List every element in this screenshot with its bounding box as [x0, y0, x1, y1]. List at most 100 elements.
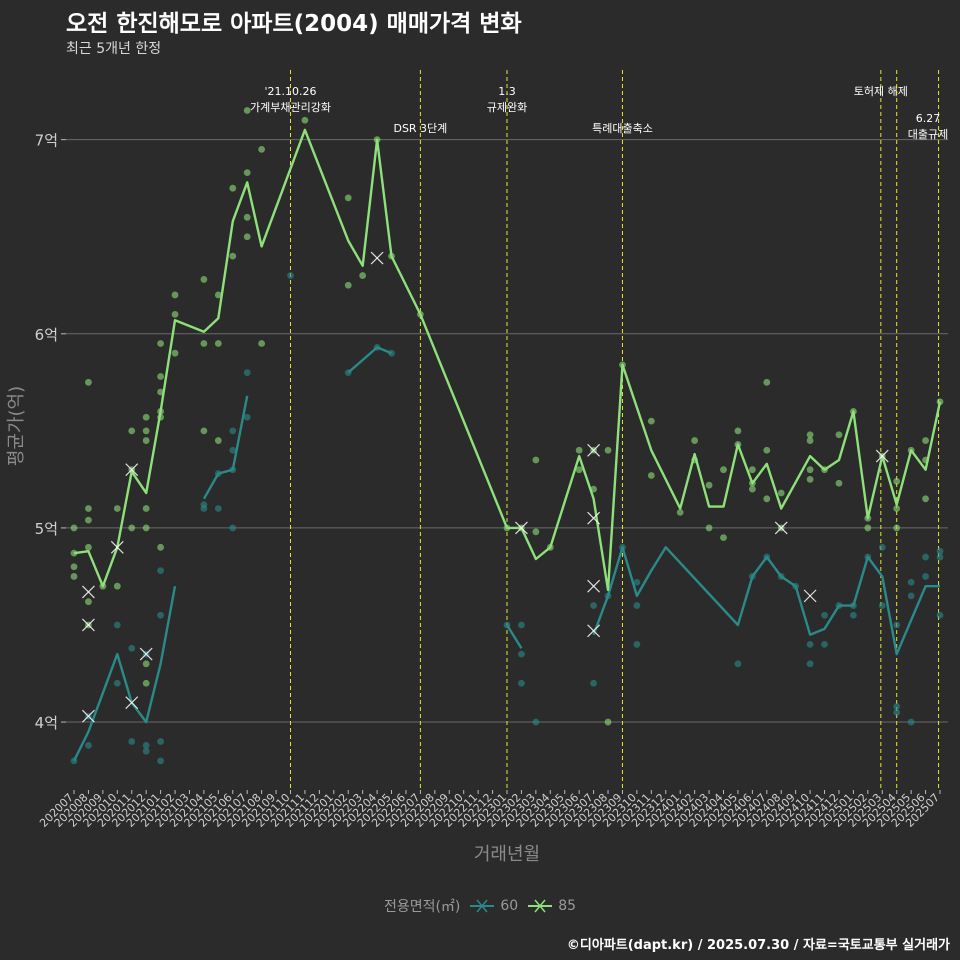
- data-point-85: [835, 479, 843, 487]
- legend-title: 전용면적(㎡): [383, 899, 461, 915]
- event-label: 가계부채관리강화: [250, 101, 331, 114]
- data-point-60: [113, 679, 121, 687]
- data-point-85: [748, 466, 756, 474]
- data-point-60: [922, 553, 929, 561]
- data-point-85: [359, 272, 367, 279]
- event-label: 대출규제: [908, 128, 948, 141]
- data-point-85: [142, 505, 150, 512]
- data-point-85: [113, 505, 121, 512]
- data-point-60: [85, 741, 92, 749]
- cross-marker-60: [139, 647, 153, 661]
- cross-marker-85: [515, 521, 528, 535]
- data-point-85: [806, 466, 814, 474]
- data-point-85: [85, 505, 92, 512]
- data-point-60: [821, 611, 828, 619]
- data-point-85: [893, 477, 901, 485]
- data-point-60: [893, 708, 901, 716]
- data-point-85: [777, 489, 785, 497]
- data-point-85: [258, 145, 266, 153]
- data-point-85: [214, 437, 222, 444]
- legend-label-85: 85: [558, 898, 577, 914]
- x-axis-title: 거래년월: [474, 844, 540, 865]
- data-point-60: [936, 547, 944, 555]
- y-tick-label: 5억: [35, 520, 58, 538]
- data-point-85: [720, 466, 727, 474]
- data-point-85: [200, 427, 208, 435]
- data-point-60: [157, 738, 165, 745]
- data-point-85: [157, 543, 165, 551]
- cross-stroke: [587, 624, 601, 638]
- series-line-85: [73, 128, 942, 592]
- data-point-85: [806, 431, 814, 439]
- cross-stroke: [587, 511, 601, 525]
- cross-stroke: [82, 585, 95, 599]
- legend-label-60: 60: [500, 898, 519, 914]
- data-point-85: [604, 446, 612, 454]
- event-label: 6.27: [916, 112, 941, 125]
- series-line-60: [505, 624, 523, 649]
- data-point-85: [258, 340, 266, 347]
- data-point-60: [214, 505, 222, 512]
- data-point-60: [907, 578, 915, 586]
- cross-stroke: [587, 579, 601, 593]
- legend-item-60: 60: [470, 898, 518, 914]
- cross-marker-85: [82, 618, 95, 632]
- data-point-85: [647, 417, 655, 425]
- series-line-60: [72, 585, 177, 762]
- data-point-60: [850, 611, 857, 619]
- chart-title: 오전 한진해모로 아파트(2004) 매매가격 변화: [66, 11, 522, 37]
- data-point-60: [518, 650, 525, 658]
- cross-marker-85: [587, 511, 601, 525]
- data-point-60: [633, 578, 641, 586]
- legend-item-85: 85: [528, 898, 576, 914]
- cross-stroke: [875, 449, 889, 463]
- data-point-60: [157, 567, 165, 575]
- data-point-85: [229, 184, 237, 192]
- data-point-60: [893, 703, 901, 710]
- data-point-85: [720, 534, 727, 542]
- cross-marker-85: [125, 463, 139, 477]
- axis-layer: 4억5억6억7억20200720200820200920201020201120…: [6, 132, 942, 865]
- data-point-60: [907, 718, 915, 726]
- data-point-85: [200, 340, 208, 347]
- data-point-60: [590, 679, 597, 687]
- legend-swatch-60: [470, 899, 495, 913]
- data-point-60: [128, 644, 136, 652]
- data-point-60: [878, 602, 886, 609]
- data-point-85: [113, 582, 121, 590]
- data-point-85: [864, 524, 872, 532]
- data-point-85: [748, 485, 756, 493]
- event-label: 규제완화: [487, 101, 527, 114]
- data-point-85: [85, 598, 92, 606]
- cross-stroke: [515, 521, 528, 535]
- data-point-85: [763, 495, 771, 503]
- data-point-60: [243, 369, 251, 377]
- data-point-60: [936, 611, 944, 619]
- data-point-85: [647, 472, 655, 479]
- cross-stroke: [370, 251, 384, 265]
- event-label: DSR 3단계: [393, 122, 447, 135]
- data-point-60: [734, 660, 742, 668]
- data-point-85: [142, 437, 150, 444]
- series-line-60: [592, 546, 940, 656]
- data-point-85: [243, 213, 251, 221]
- data-point-60: [922, 573, 929, 580]
- data-point-85: [70, 524, 78, 532]
- data-point-85: [806, 475, 814, 483]
- y-axis-title: 평균가(억): [6, 386, 27, 466]
- data-point-60: [243, 413, 251, 421]
- cross-marker-85: [875, 449, 889, 463]
- source-caption: ©디아파트(dapt.kr) / 2025.07.30 / 자료=국토교통부 실…: [566, 938, 950, 953]
- data-point-85: [243, 233, 251, 241]
- series-line-60: [347, 346, 392, 374]
- cross-stroke: [774, 521, 788, 535]
- cross-marker-85: [774, 521, 788, 535]
- data-point-85: [835, 431, 843, 439]
- data-point-60: [229, 524, 237, 532]
- data-point-60: [113, 621, 121, 629]
- cross-marker-60: [587, 624, 601, 638]
- data-point-85: [70, 563, 78, 571]
- data-point-85: [575, 466, 583, 474]
- grid-layer: [61, 139, 948, 723]
